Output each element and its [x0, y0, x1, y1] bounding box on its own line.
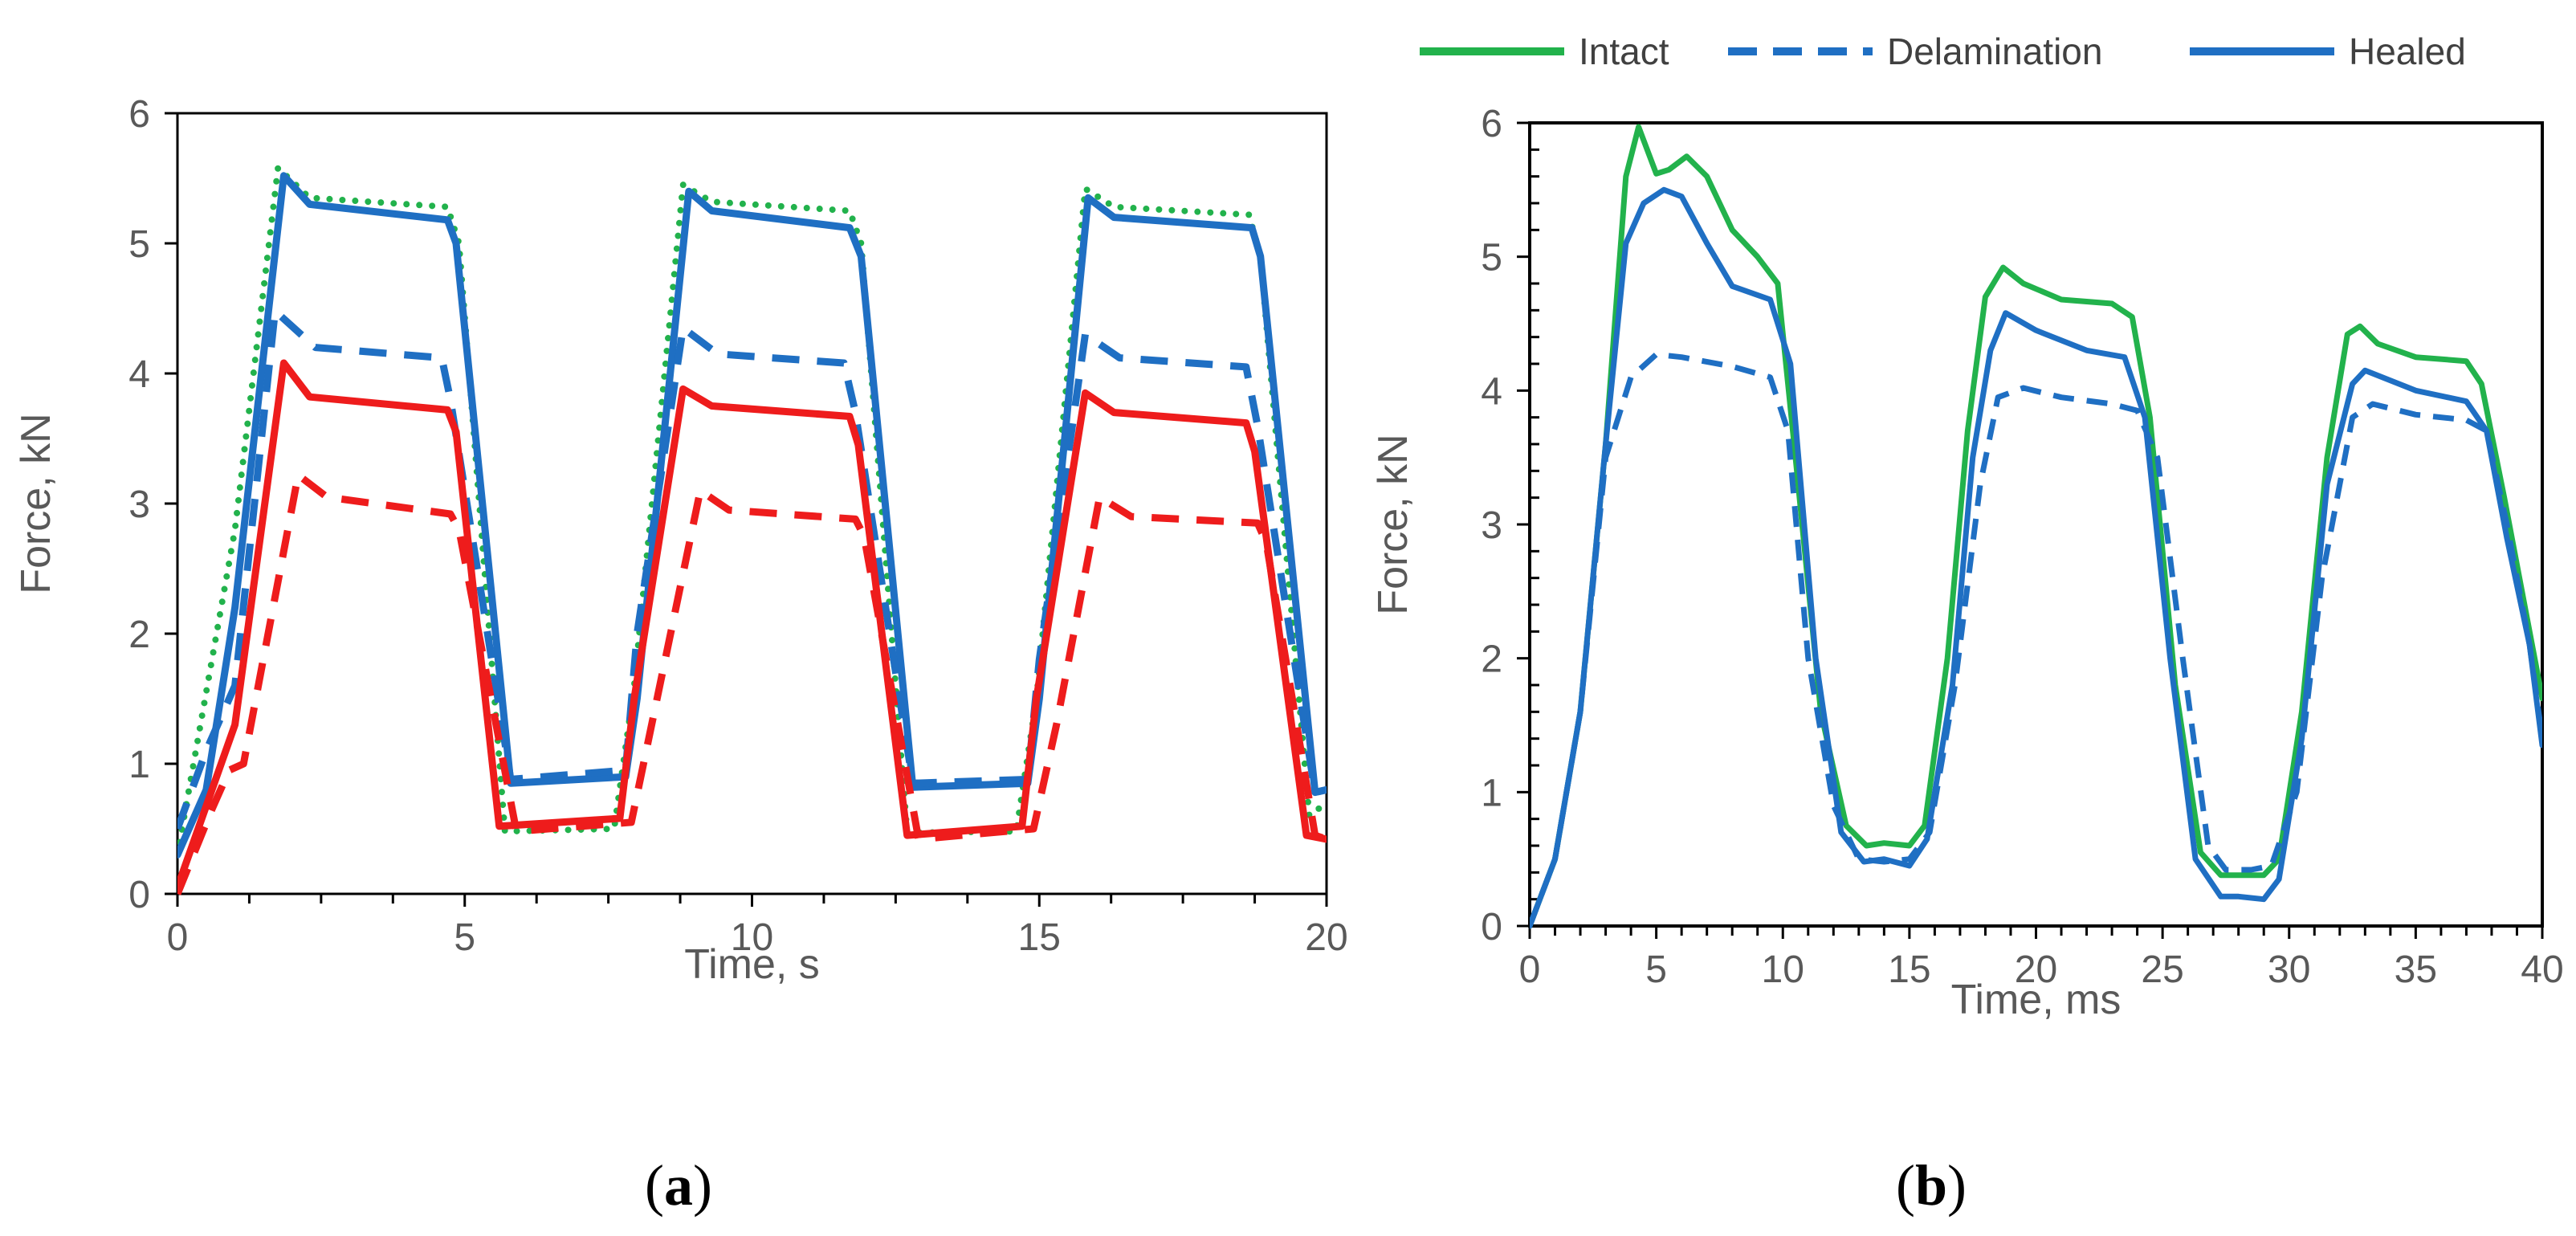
x-tick-label: 5 — [1645, 948, 1667, 991]
x-tick-label: 20 — [1305, 916, 1347, 959]
series-line-a-0 — [177, 165, 1327, 859]
panel-label-b: (b) — [1896, 1153, 1967, 1218]
series-line-a-3 — [177, 359, 1327, 891]
x-tick-label: 0 — [1519, 948, 1541, 991]
legend-label-delamination: Delamination — [1887, 31, 2102, 72]
y-tick-label: 4 — [128, 353, 150, 396]
y-tick-label: 4 — [1481, 370, 1502, 413]
y-tick-label: 1 — [128, 744, 150, 786]
legend-label-intact: Intact — [1579, 31, 1669, 72]
series-line-a-2 — [177, 307, 1327, 830]
x-axis-title: Time, s — [684, 941, 820, 988]
x-tick-label: 15 — [1018, 916, 1061, 959]
y-tick-label: 2 — [1481, 638, 1502, 681]
series-line-intact — [1530, 124, 2542, 929]
x-tick-label: 40 — [2521, 948, 2563, 991]
x-tick-label: 10 — [1762, 948, 1804, 991]
series-line-a-1 — [177, 172, 1327, 859]
series-line-healed — [1530, 186, 2542, 929]
x-tick-label: 0 — [167, 916, 189, 959]
y-tick-label: 0 — [128, 874, 150, 916]
y-tick-label: 6 — [128, 93, 150, 136]
x-tick-label: 35 — [2395, 948, 2437, 991]
legend-label-healed: Healed — [2349, 31, 2466, 72]
y-tick-label: 3 — [1481, 504, 1502, 547]
y-tick-label: 3 — [128, 483, 150, 526]
y-tick-label: 5 — [1481, 237, 1502, 279]
x-tick-label: 5 — [454, 916, 475, 959]
y-tick-label: 5 — [128, 223, 150, 266]
chart-legend: Intact Delamination Healed — [1420, 31, 2466, 72]
series-line-a-4 — [177, 471, 1327, 895]
panel-label-a: (a) — [645, 1153, 712, 1218]
y-tick-label: 0 — [1481, 906, 1502, 948]
chart-panel-a: 0 5 10 15 20 0 1 2 3 4 5 6 Time, s Force, kN — [13, 93, 1348, 988]
x-tick-label: 10 — [731, 916, 773, 959]
y-axis-title: Force, kN — [1370, 434, 1416, 614]
y-axis-title: Force, kN — [13, 413, 59, 594]
y-tick-label: 1 — [1481, 772, 1502, 814]
plot-frame — [1528, 121, 2544, 928]
x-tick-label: 25 — [2141, 948, 2183, 991]
x-tick-label: 15 — [1888, 948, 1930, 991]
chart-panel-b: 0 5 10 15 20 25 30 35 40 0 1 2 3 4 5 6 Time, ms Force, kN — [1370, 103, 2564, 1023]
y-tick-label: 6 — [1481, 103, 1502, 145]
series-line-delamination — [1530, 351, 2542, 928]
x-tick-label: 20 — [2015, 948, 2057, 991]
y-tick-label: 2 — [128, 614, 150, 656]
x-tick-label: 30 — [2268, 948, 2310, 991]
x-axis-title: Time, ms — [1951, 977, 2122, 1023]
